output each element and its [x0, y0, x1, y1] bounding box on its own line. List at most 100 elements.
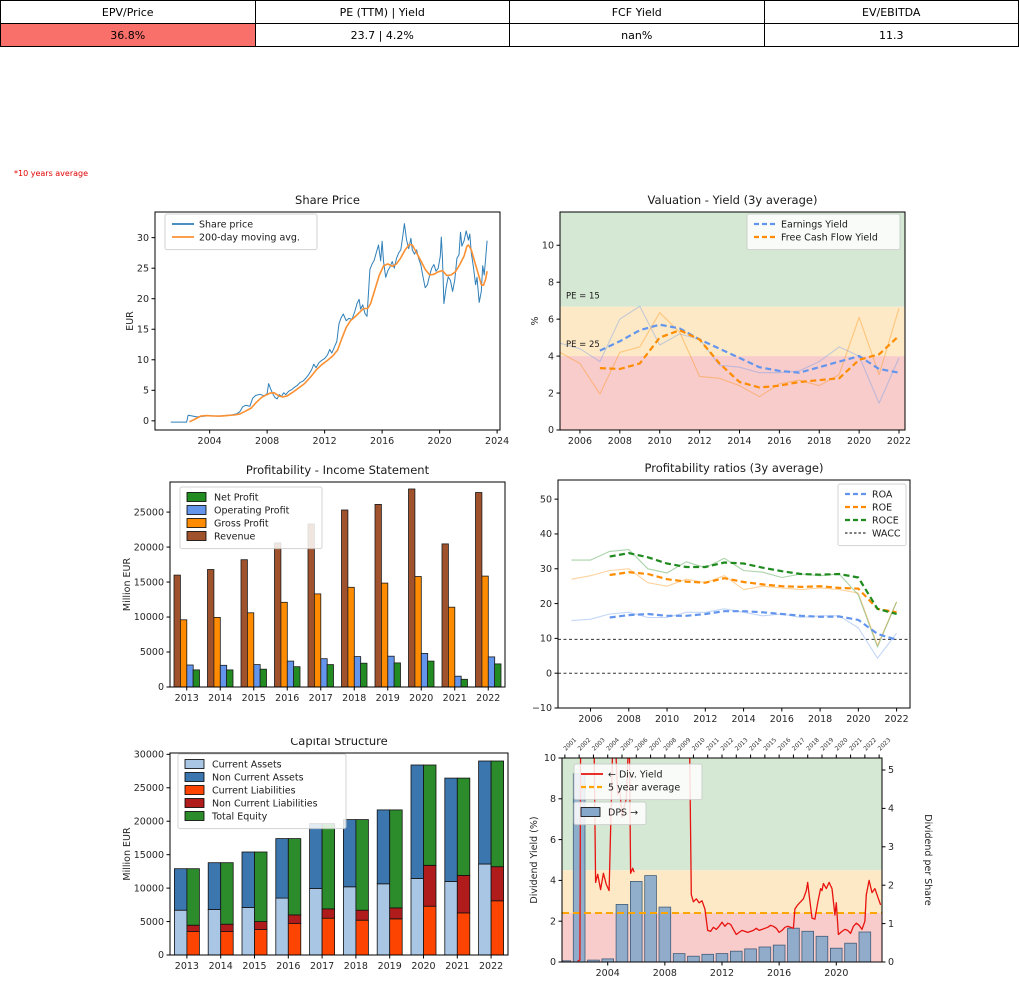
capital-structure-chart: 2013 2014 2015 2016 2017 2018 2019 2020 2021 2022… — [120, 734, 520, 982]
svg-text:25000: 25000 — [134, 783, 164, 794]
metric-value-cell: 23.7 | 4.2% — [254, 23, 510, 47]
svg-text:10000: 10000 — [134, 883, 164, 894]
svg-text:2008: 2008 — [608, 436, 632, 447]
svg-text:2001: 2001 — [562, 737, 578, 753]
dps-bar — [672, 953, 686, 962]
bar — [475, 492, 483, 687]
bar — [427, 660, 435, 687]
bar — [387, 655, 395, 687]
stack-bar — [376, 883, 391, 955]
svg-text:2012: 2012 — [719, 737, 735, 753]
line-series — [599, 323, 900, 374]
bar — [253, 664, 261, 687]
line-series — [689, 758, 882, 936]
svg-text:2016: 2016 — [767, 968, 791, 979]
svg-text:0: 0 — [143, 416, 149, 427]
svg-text:5: 5 — [888, 765, 894, 776]
bar — [353, 656, 362, 687]
svg-text:2014: 2014 — [208, 693, 232, 704]
svg-text:2010: 2010 — [648, 436, 672, 447]
svg-text:10: 10 — [542, 240, 554, 251]
stack-bar — [410, 764, 424, 879]
dps-bar — [644, 875, 657, 962]
legend-label: Operating Profit — [214, 505, 290, 516]
stack-bar — [355, 919, 369, 955]
plot-frame — [169, 752, 509, 956]
svg-text:2012: 2012 — [710, 968, 734, 979]
legend-label: 200-day moving avg. — [199, 232, 300, 243]
svg-text:2013: 2013 — [734, 737, 750, 753]
legend-box — [177, 753, 347, 830]
stack-bar — [389, 907, 403, 920]
svg-text:20000: 20000 — [134, 816, 164, 827]
plot-frame — [154, 211, 501, 431]
bar — [487, 656, 496, 687]
dps-bar — [715, 953, 729, 962]
legend-label: Net Profit — [214, 492, 259, 503]
svg-text:2009: 2009 — [677, 737, 693, 753]
stack-bar — [207, 862, 222, 910]
svg-text:2: 2 — [548, 388, 554, 399]
svg-text:2022: 2022 — [887, 436, 911, 447]
stack-bar — [478, 863, 492, 955]
svg-text:2008: 2008 — [255, 436, 279, 447]
svg-text:6: 6 — [548, 314, 554, 325]
metric-value-cell: 36.8% — [0, 23, 256, 47]
share-price-chart: 2004 2008 2012 2016 2020 2024 0 5 10 15 20 25 30 Shar… — [120, 193, 520, 456]
line-series — [571, 568, 898, 646]
svg-text:2014: 2014 — [748, 737, 764, 753]
stack-bar — [186, 931, 200, 955]
svg-text:0: 0 — [550, 957, 556, 968]
svg-text:2011: 2011 — [705, 737, 721, 753]
line-series — [609, 610, 897, 641]
dividend-ylabel: Dividend Yield (%) — [529, 816, 540, 903]
svg-text:15: 15 — [137, 324, 149, 335]
svg-text:2020: 2020 — [411, 961, 435, 972]
svg-text:2004: 2004 — [596, 968, 620, 979]
bar — [280, 601, 288, 687]
metric-header-cell: EPV/Price — [0, 0, 256, 24]
bar — [207, 569, 215, 687]
dps-bar — [844, 942, 857, 962]
metric-header-cell: EV/EBITDA — [763, 0, 1019, 24]
dps-bar — [801, 930, 814, 962]
ten-years-average-note: *10 years average — [14, 169, 89, 178]
bar — [259, 668, 267, 687]
stack-bar — [287, 923, 302, 955]
legend-label: ROE — [872, 502, 892, 513]
capital-structure-svg: 2013 2014 2015 2016 2017 2018 2019 2020 2021 2022… — [122, 734, 509, 972]
profitability-ratios-chart: 2006 2008 2010 2012 2014 2016 2018 2020 2022 −10 0… — [522, 460, 924, 726]
capital-structure-ylabel: Million EUR — [122, 827, 133, 881]
profitability-ratios-title: Profitability ratios (3y average) — [645, 461, 824, 475]
svg-text:2017: 2017 — [309, 693, 333, 704]
bar — [192, 669, 200, 687]
svg-text:2016: 2016 — [770, 714, 794, 722]
stack-bar — [376, 809, 391, 885]
stack-bar — [254, 921, 268, 931]
svg-text:5000: 5000 — [140, 647, 164, 658]
share-price-title: Share Price — [295, 194, 360, 207]
bar — [180, 619, 188, 687]
legend-box — [746, 213, 901, 251]
line-series — [599, 329, 900, 389]
legend-label: ROCE — [872, 515, 899, 526]
bar — [408, 488, 416, 687]
bar — [420, 652, 429, 687]
svg-text:2019: 2019 — [378, 961, 402, 972]
stack-bar — [456, 874, 471, 914]
bar — [213, 616, 221, 687]
svg-text:2020: 2020 — [428, 436, 452, 447]
svg-text:2008: 2008 — [662, 737, 678, 753]
bar — [341, 509, 349, 687]
svg-text:2021: 2021 — [848, 737, 864, 753]
svg-text:2003: 2003 — [591, 737, 607, 753]
capital-structure-plot-layers — [174, 760, 505, 955]
annotation: PE = 25 — [566, 340, 600, 350]
metric-header-cell: FCF Yield — [509, 0, 765, 24]
bar — [247, 612, 255, 687]
share-price-plot-layers — [170, 223, 488, 423]
svg-text:10000: 10000 — [134, 612, 164, 623]
stack-bar — [207, 909, 222, 955]
band — [560, 306, 905, 357]
svg-text:2018: 2018 — [807, 436, 831, 447]
